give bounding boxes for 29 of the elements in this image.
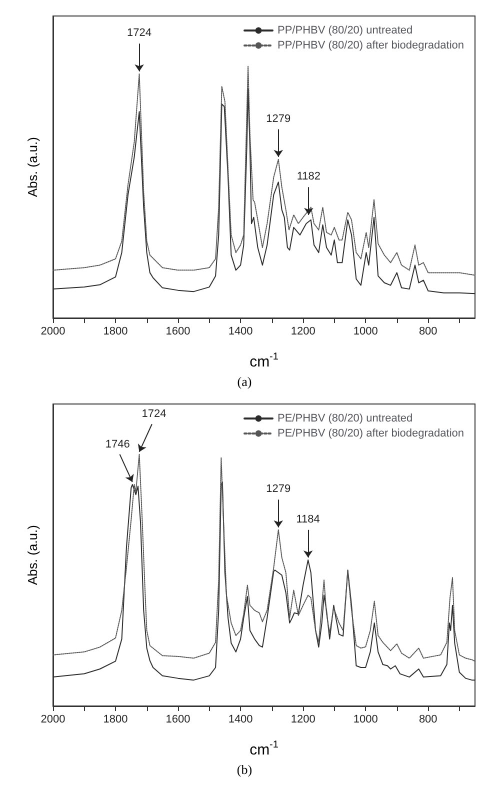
text: (a) bbox=[237, 374, 252, 389]
x-tick-label: 1400 bbox=[228, 714, 253, 726]
y-axis-title: Abs. (a.u.) bbox=[25, 137, 40, 197]
annotation: 1724 bbox=[127, 27, 152, 40]
annotation: 1724 bbox=[142, 408, 166, 420]
annotation: 1182 bbox=[296, 170, 321, 183]
x-tick-label: 1600 bbox=[166, 326, 190, 338]
x-tick-label: 1000 bbox=[353, 714, 378, 726]
annotation: 1184 bbox=[296, 513, 320, 526]
x-tick-label: 1400 bbox=[228, 326, 253, 338]
y-axis-title: Abs. (a.u.) bbox=[25, 525, 40, 585]
x-tick-label: 1600 bbox=[166, 714, 190, 726]
x-tick-label: 1800 bbox=[103, 326, 128, 338]
annotation: 1279 bbox=[266, 483, 291, 496]
legend-label: PE/PHBV (80/20) untreated bbox=[278, 412, 413, 424]
x-tick-label: 1000 bbox=[353, 326, 378, 338]
x-tick-label: 1800 bbox=[103, 714, 128, 726]
legend-label: PP/PHBV (80/20) untreated bbox=[278, 24, 413, 36]
x-tick-label: 1200 bbox=[290, 326, 316, 338]
legend-label: PP/PHBV (80/20) after biodegradation bbox=[278, 40, 464, 52]
x-tick-label: 1200 bbox=[290, 714, 316, 726]
text: (b) bbox=[236, 762, 252, 777]
annotation: 1746 bbox=[105, 438, 130, 450]
x-tick-label: 2000 bbox=[40, 714, 66, 726]
x-tick-label: 800 bbox=[418, 326, 438, 338]
x-tick-label: 800 bbox=[418, 714, 438, 726]
x-tick-label: 2000 bbox=[40, 326, 66, 338]
annotation: 1279 bbox=[266, 112, 291, 125]
legend-label: PE/PHBV (80/20) after biodegradation bbox=[278, 428, 464, 440]
